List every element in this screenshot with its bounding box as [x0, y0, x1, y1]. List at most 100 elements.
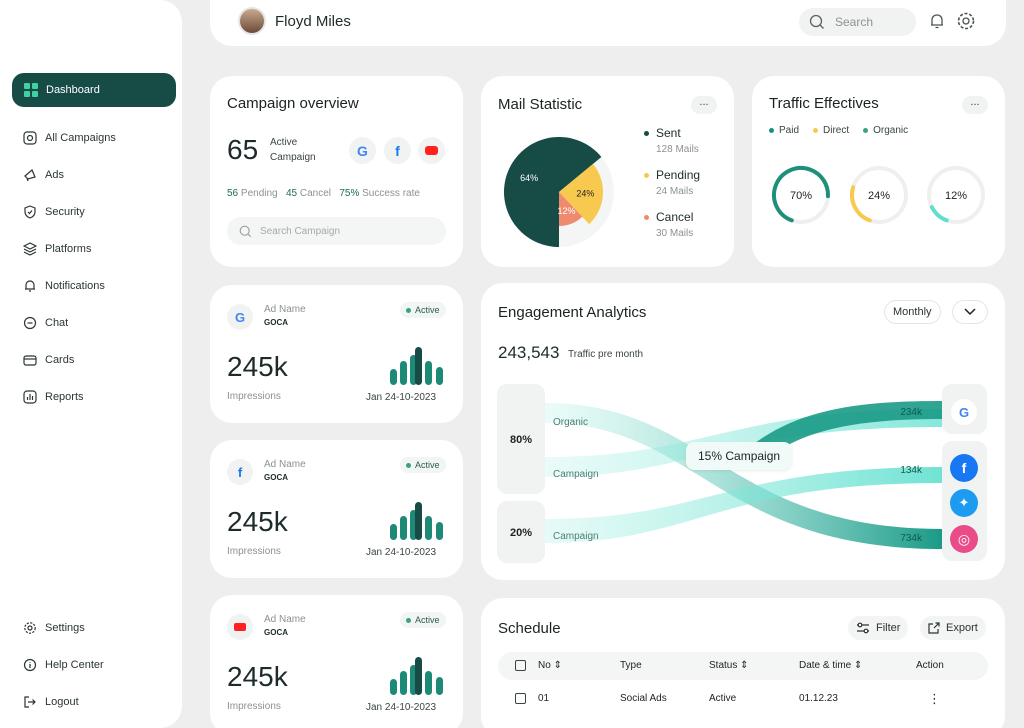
ad-name: GOCA	[264, 628, 288, 637]
twitter-icon[interactable]: ✦	[950, 489, 978, 517]
sidebar-item-label: Cards	[45, 354, 75, 366]
mail-pie-chart: 64% 24% 12%	[504, 137, 614, 247]
right-label-facebook: 134k	[900, 465, 923, 476]
sidebar-item-cards[interactable]: Cards	[23, 350, 74, 370]
chevron-down-icon[interactable]	[952, 300, 988, 324]
google-icon[interactable]: G	[349, 137, 376, 164]
status-badge: Active	[400, 302, 446, 318]
card-title: Engagement Analytics	[498, 304, 647, 321]
info-icon	[23, 658, 37, 672]
avatar[interactable]	[238, 7, 266, 35]
column-date[interactable]: Date & time ⇕	[799, 660, 863, 671]
pie-slice-sent	[504, 137, 602, 247]
impressions-label: Impressions	[227, 546, 281, 557]
sidebar-item-logout[interactable]: Logout	[23, 692, 79, 712]
more-options-button[interactable]: ...	[691, 96, 717, 114]
facebook-icon[interactable]: f	[950, 454, 978, 482]
layers-icon	[23, 242, 37, 256]
ring-progress	[927, 166, 985, 224]
traffic-label: Traffic pre month	[568, 349, 644, 360]
left-node-80	[497, 384, 545, 494]
sidebar-item-notifications[interactable]: Notifications	[23, 276, 105, 296]
sidebar-item-help-center[interactable]: Help Center	[23, 655, 104, 675]
pie-label-pending: 24%	[576, 189, 594, 199]
legend-item-cancel: Cancel 30 Mails	[644, 210, 700, 252]
active-campaign-count: 65	[227, 134, 259, 165]
right-label-dribbble: 734k	[900, 533, 923, 544]
column-no[interactable]: No ⇕	[538, 660, 562, 671]
traffic-value: 243,543	[498, 343, 560, 362]
filter-button[interactable]: Filter	[848, 616, 909, 640]
row-type: Social Ads	[620, 693, 667, 704]
engagement-sankey: 80% 20% Organic Campaign Campaign 234k 1…	[497, 384, 987, 563]
campaign-stats: 56 Pending 45 Cancel 75% Success rate	[227, 188, 420, 199]
sidebar-item-label: Help Center	[45, 659, 104, 671]
top-header: Floyd Miles Search	[210, 0, 1006, 46]
grid-icon	[24, 83, 38, 97]
flow-label-organic: Organic	[553, 417, 588, 428]
row-date: 01.12.23	[799, 693, 838, 704]
bar-sparkline	[390, 502, 443, 540]
ring-track	[927, 166, 985, 224]
campaign-label: Campaign	[270, 152, 316, 163]
bell-icon[interactable]	[928, 12, 946, 30]
column-type: Type	[620, 660, 642, 671]
search-input[interactable]: Search	[799, 8, 916, 36]
gear-icon[interactable]	[956, 11, 976, 31]
traffic-effectives-card: Traffic Effectives ... Paid Direct Organ…	[752, 76, 1005, 267]
sidebar-item-label: Ads	[45, 169, 64, 181]
column-action: Action	[916, 660, 944, 671]
dribbble-icon[interactable]: ◎	[950, 525, 978, 553]
more-options-button[interactable]: ...	[962, 96, 988, 114]
sidebar-item-platforms[interactable]: Platforms	[23, 239, 91, 259]
ad-name: GOCA	[264, 473, 288, 482]
google-icon[interactable]: G	[951, 399, 977, 425]
ring-label-direct: 24%	[868, 190, 890, 202]
impressions-value: 245k	[227, 351, 288, 382]
impressions-label: Impressions	[227, 391, 281, 402]
sidebar-item-chat[interactable]: Chat	[23, 313, 68, 333]
column-status[interactable]: Status ⇕	[709, 660, 749, 671]
card-title: Traffic Effectives	[769, 95, 879, 112]
left-node-20	[497, 501, 545, 563]
sidebar-item-label: All Campaigns	[45, 132, 116, 144]
ad-name: GOCA	[264, 318, 288, 327]
sidebar-item-security[interactable]: Security	[23, 202, 85, 222]
sidebar-item-label: Security	[45, 206, 85, 218]
user-name: Floyd Miles	[275, 13, 351, 30]
flow-campaign-to-facebook	[545, 467, 942, 543]
campaign-overview-card: Campaign overview 65 Active Campaign G f…	[210, 76, 463, 267]
select-all-checkbox[interactable]	[515, 660, 526, 671]
search-campaign-input[interactable]: Search Campaign	[227, 217, 446, 245]
sidebar-item-label: Dashboard	[46, 84, 100, 96]
ad-card-youtube[interactable]: Ad Name GOCA Active 245k Impressions Jan…	[210, 595, 463, 728]
ad-card-facebook[interactable]: f Ad Name GOCA Active 245k Impressions J…	[210, 440, 463, 578]
row-checkbox[interactable]	[515, 693, 526, 704]
flow-label-campaign-2: Campaign	[553, 531, 599, 542]
chat-icon	[23, 316, 37, 330]
search-icon	[239, 225, 252, 237]
sidebar-item-all-campaigns[interactable]: All Campaigns	[23, 128, 116, 148]
export-button[interactable]: Export	[920, 616, 986, 640]
sidebar-item-label: Settings	[45, 622, 85, 634]
ring-paid	[772, 166, 830, 224]
row-status: Active	[709, 693, 737, 704]
table-row: 01 Social Ads Active 01.12.23 ⋮	[498, 686, 988, 712]
row-action-menu[interactable]: ⋮	[928, 691, 941, 706]
period-select[interactable]: Monthly	[884, 300, 941, 324]
facebook-icon[interactable]: f	[384, 137, 411, 164]
bell-icon	[25, 280, 35, 292]
youtube-icon	[227, 614, 253, 640]
traffic-legend: Paid Direct Organic	[769, 125, 908, 136]
sidebar-item-settings[interactable]: Settings	[23, 618, 85, 638]
sidebar-item-label: Logout	[45, 696, 79, 708]
mail-statistic-card: Mail Statistic ... 64% 24% 12% Sent 128 …	[481, 76, 734, 267]
sidebar-item-dashboard[interactable]: Dashboard	[12, 73, 176, 107]
sidebar-item-reports[interactable]: Reports	[23, 387, 84, 407]
ad-card-google[interactable]: G Ad Name GOCA Active 245k Impressions J…	[210, 285, 463, 423]
impressions-value: 245k	[227, 661, 288, 692]
ad-date: Jan 24-10-2023	[366, 392, 437, 403]
filter-icon	[857, 622, 869, 634]
sidebar-item-ads[interactable]: Ads	[23, 165, 64, 185]
youtube-icon[interactable]	[418, 137, 445, 164]
